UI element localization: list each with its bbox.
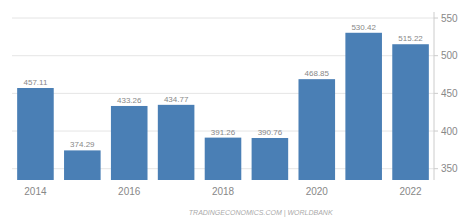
data-label: 515.22 (398, 34, 423, 43)
y-tick (434, 18, 438, 19)
bar (345, 33, 382, 180)
y-axis: 350 400 450 500 550 (434, 13, 458, 175)
x-tick-label: 2018 (212, 186, 235, 197)
y-tick-label: 400 (441, 126, 458, 137)
bar (64, 150, 101, 180)
bar (392, 44, 429, 180)
y-tick (434, 131, 438, 132)
bar (17, 88, 54, 180)
data-label: 468.85 (305, 69, 330, 78)
chart-container: 350 400 450 500 550 457.11 374.29 433.26 434.77 3… (0, 0, 474, 220)
y-tick-label: 500 (441, 50, 458, 61)
data-label: 530.42 (351, 23, 376, 32)
watermark: TRADINGECONOMICS.COM | WORLDBANK (189, 209, 333, 217)
grid-line (12, 18, 434, 19)
data-label: 374.29 (70, 140, 95, 149)
data-label: 433.26 (117, 96, 142, 105)
y-tick (434, 168, 438, 169)
y-axis-line (434, 12, 435, 180)
data-labels: 457.11 374.29 433.26 434.77 391.26 390.76 468.… (24, 23, 424, 150)
y-tick-label: 450 (441, 88, 458, 99)
x-tick-label: 2022 (399, 186, 422, 197)
bar (205, 138, 242, 180)
data-label: 457.11 (24, 78, 48, 87)
x-tick-label: 2014 (24, 186, 47, 197)
bars (17, 33, 429, 180)
data-label: 434.77 (164, 95, 189, 104)
x-tick-label: 2016 (118, 186, 141, 197)
bar (158, 105, 195, 180)
bar (252, 138, 289, 180)
y-tick (434, 93, 438, 94)
data-label: 391.26 (211, 128, 236, 137)
x-tick-label: 2020 (306, 186, 329, 197)
y-tick-label: 350 (441, 163, 458, 174)
bar (298, 79, 335, 180)
bar (111, 106, 148, 180)
x-axis: 2014 2016 2018 2020 2022 (24, 186, 422, 197)
data-label: 390.76 (258, 128, 283, 137)
chart: 350 400 450 500 550 457.11 374.29 433.26 434.77 3… (0, 0, 474, 220)
y-tick (434, 55, 438, 56)
y-tick-label: 550 (441, 13, 458, 24)
